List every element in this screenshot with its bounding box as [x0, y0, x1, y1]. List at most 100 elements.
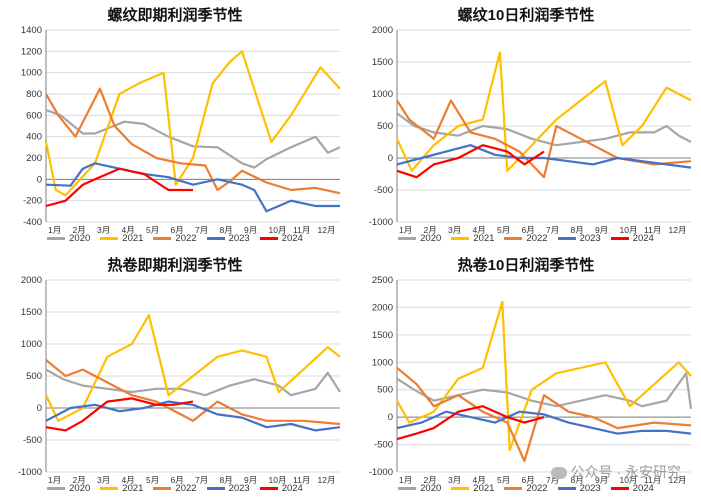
x-tick-label: 3月 [448, 225, 461, 235]
x-tick-label: 4月 [473, 225, 486, 235]
y-tick-label: 2000 [372, 302, 393, 313]
y-tick-label: 1400 [21, 25, 42, 36]
legend-item-2021: 2021 [451, 233, 494, 244]
legend-swatch [451, 237, 470, 240]
series-line-2020 [45, 108, 341, 169]
legend-label: 2022 [526, 233, 548, 244]
y-tick-label: 1500 [21, 307, 42, 318]
y-tick-label: 2000 [372, 25, 393, 36]
legend-item-2020: 2020 [398, 483, 441, 494]
y-tick-label: 1200 [21, 46, 42, 57]
y-tick-label: -500 [23, 435, 42, 446]
series-line-2023 [45, 162, 340, 213]
y-tick-label: 2000 [21, 275, 42, 286]
x-tick-label: 2月 [73, 225, 86, 235]
y-tick-label: -500 [374, 185, 393, 196]
legend-label: 2020 [69, 233, 91, 244]
legend-item-2022: 2022 [153, 483, 197, 494]
y-tick-label: -1000 [369, 217, 393, 228]
x-tick-label: 3月 [97, 475, 110, 485]
x-tick-label: 12月 [318, 225, 336, 235]
series-line-2022 [45, 359, 341, 426]
legend-label: 2022 [526, 483, 548, 494]
x-tick-label: 1月 [48, 475, 61, 485]
legend-label: 2024 [281, 233, 303, 244]
legend-swatch [259, 237, 278, 240]
legend-item-2023: 2023 [557, 233, 601, 244]
legend-label: 2022 [175, 483, 197, 494]
legend-item-2021: 2021 [100, 483, 143, 494]
x-tick-label: 1月 [399, 475, 412, 485]
legend-label: 2020 [420, 483, 442, 494]
legend-item-2022: 2022 [504, 483, 548, 494]
x-tick-label: 7月 [546, 475, 559, 485]
legend-label: 2020 [69, 483, 91, 494]
x-tick-label: 9月 [595, 475, 608, 485]
x-tick-label: 5月 [146, 225, 159, 235]
y-tick-label: -1000 [18, 467, 42, 478]
series-line-2024 [396, 405, 545, 441]
chart-panel-rebar-10d: 螺纹10日利润季节性 -1000 -500 0 500 1000 1500 2000 1月 2月… [351, 0, 701, 250]
x-tick-label: 5月 [146, 475, 159, 485]
series-line-2024 [45, 397, 194, 432]
x-tick-label: 4月 [122, 475, 135, 485]
legend-item-2023: 2023 [557, 483, 601, 494]
x-tick-label: 10月 [620, 475, 638, 485]
series-line-2021 [396, 300, 692, 452]
legend-label: 2023 [228, 483, 250, 494]
y-tick-label: 1000 [21, 68, 42, 79]
chart-legend: 2020 2021 2022 2023 2024 [351, 483, 701, 494]
series-line-2022 [45, 87, 341, 195]
x-tick-label: 2月 [424, 475, 437, 485]
x-tick-label: 3月 [448, 475, 461, 485]
legend-swatch [153, 487, 172, 490]
legend-swatch [100, 487, 119, 490]
chart-legend: 2020 2021 2022 2023 2024 [0, 483, 350, 494]
x-tick-label: 4月 [122, 225, 135, 235]
x-tick-label: 10月 [620, 225, 638, 235]
y-tick-label: 200 [26, 153, 42, 164]
chart-hrc-10d: -1000 -500 0 500 1000 1500 2000 2500 1月 2月 3月 4月 5月 6… [369, 275, 693, 485]
chart-panel-rebar-spot: 螺纹即期利润季节性 -400 -200 0 200 400 600 800 1000 1200 1… [0, 0, 350, 250]
legend-label: 2020 [420, 233, 442, 244]
legend-swatch [557, 487, 576, 490]
y-tick-label: -200 [23, 196, 42, 207]
x-tick-label: 5月 [497, 225, 510, 235]
x-tick-label: 2月 [73, 475, 86, 485]
legend-item-2020: 2020 [47, 233, 90, 244]
x-tick-label: 8月 [571, 225, 584, 235]
legend-swatch [451, 487, 470, 490]
legend-item-2021: 2021 [451, 483, 494, 494]
legend-label: 2022 [175, 233, 197, 244]
wechat-icon [550, 467, 567, 480]
y-tick-label: 400 [26, 132, 42, 143]
legend-item-2022: 2022 [504, 233, 548, 244]
y-tick-label: 0 [37, 174, 42, 185]
series-line-2021 [44, 50, 341, 197]
x-tick-label: 10月 [269, 225, 287, 235]
x-tick-label: 8月 [220, 225, 233, 235]
chart-legend: 2020 2021 2022 2023 2024 [351, 233, 701, 244]
x-tick-label: 11月 [293, 225, 310, 235]
x-tick-label: 8月 [220, 475, 233, 485]
legend-item-2021: 2021 [100, 233, 143, 244]
legend-label: 2021 [122, 483, 144, 494]
chart-legend: 2020 2021 2022 2023 2024 [0, 233, 350, 244]
legend-label: 2024 [281, 483, 303, 494]
x-tick-label: 9月 [244, 225, 257, 235]
legend-swatch [504, 237, 523, 240]
x-tick-label: 2月 [424, 225, 437, 235]
legend-swatch [398, 237, 417, 240]
legend-swatch [206, 487, 225, 490]
legend-swatch [504, 487, 523, 490]
chart-title: 螺纹即期利润季节性 [107, 7, 243, 24]
legend-swatch [206, 237, 225, 240]
legend-item-2024: 2024 [259, 483, 303, 494]
legend-swatch [47, 487, 66, 490]
series-line-2022 [396, 366, 692, 463]
series-line-2021 [396, 51, 692, 172]
x-tick-label: 12月 [318, 475, 336, 485]
chart-panel-hrc-spot: 热卷即期利润季节性 -1000 -500 0 500 1000 1500 2000 1月 2月 3… [0, 250, 350, 500]
legend-swatch [100, 237, 119, 240]
legend-swatch [153, 237, 172, 240]
